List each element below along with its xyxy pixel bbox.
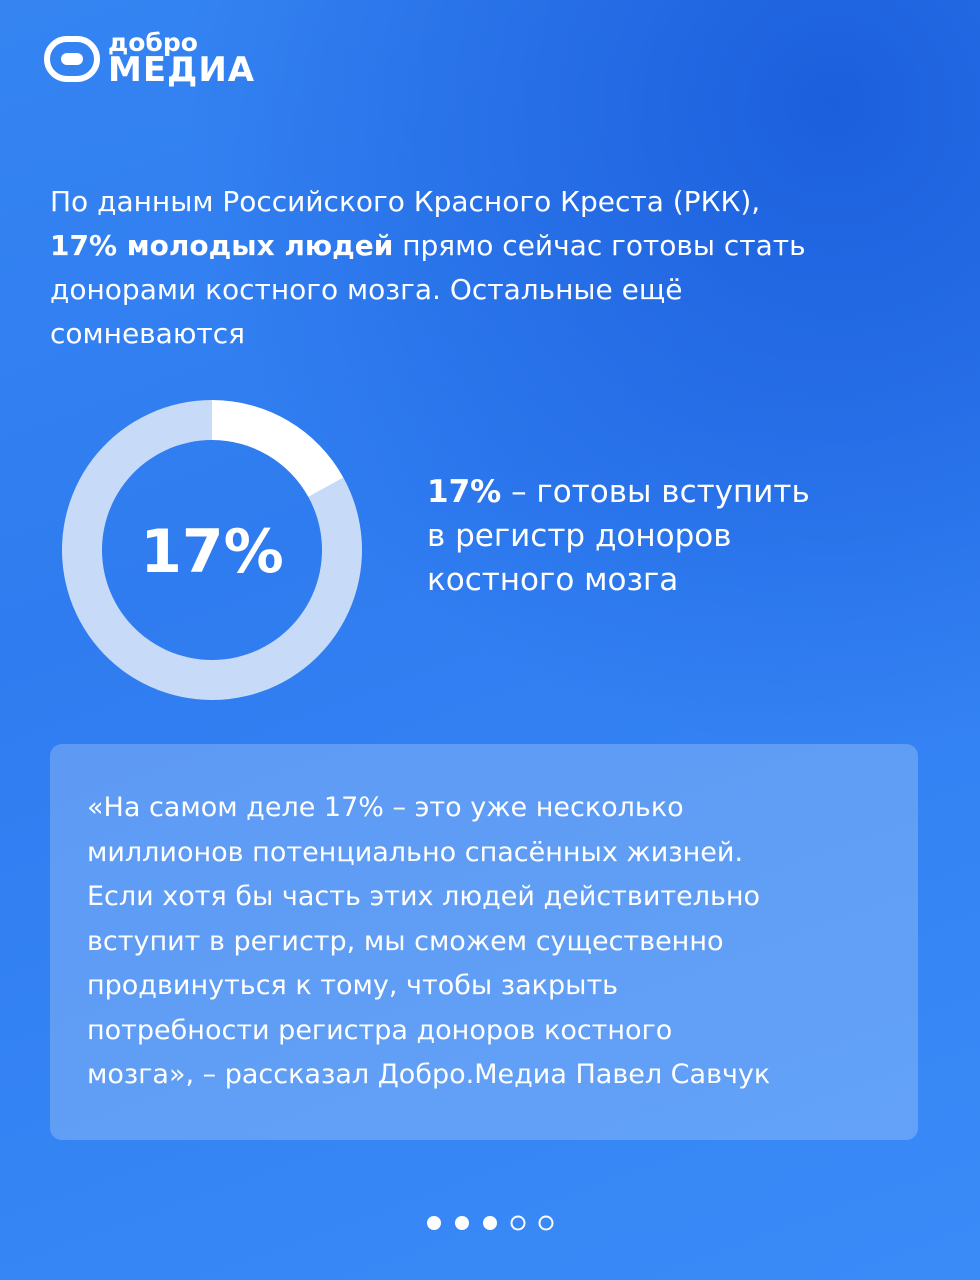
legend-line: в регистр доноров (427, 514, 810, 558)
dot[interactable] (455, 1216, 469, 1230)
intro-span: По данным Российского Красного Креста (Р… (50, 185, 761, 218)
intro-text: По данным Российского Красного Креста (Р… (50, 180, 806, 356)
quote-line: потребности регистра доноров костного (87, 1014, 673, 1046)
dot[interactable] (510, 1215, 526, 1231)
quote-text: «На самом деле 17% – это уже несколько ми… (87, 786, 770, 1098)
center-label: 17% (140, 517, 284, 587)
intro-line: По данным Российского Красного Креста (Р… (50, 180, 806, 224)
legend-text: в регистр доноров (427, 518, 732, 554)
space (501, 474, 511, 510)
quote-line: продвинуться к тому, чтобы закрыть (87, 970, 619, 1001)
intro-line: 17% молодых людей прямо сейчас готовы ст… (50, 224, 806, 268)
dot[interactable] (483, 1216, 497, 1230)
quote-line: мозга», – рассказал Добро.Медиа Павел Са… (87, 1059, 771, 1090)
legend-line: 17% – готовы вступить (427, 470, 810, 514)
intro-span: 17% молодых людей (50, 229, 394, 262)
legend: 17% – готовы вступить в регистр доноров ко… (427, 470, 810, 602)
donut-segment (212, 400, 344, 498)
pagination (427, 1215, 554, 1231)
intro-span: прямо сейчас готовы стать (393, 229, 806, 262)
logo-text: добро (108, 28, 198, 57)
intro-span: сомневаются (50, 317, 245, 350)
quote-line: Если хотя бы часть этих людей действител… (87, 881, 761, 912)
quote-box (50, 744, 918, 1140)
quote-line: «На самом деле 17% – это уже несколько (87, 792, 684, 823)
dot[interactable] (538, 1215, 554, 1231)
legend-text: – готовы вступить (511, 474, 810, 510)
quote-line: миллионов потенциально спасённых жизней. (87, 836, 744, 868)
intro-line: сомневаются (50, 312, 806, 356)
intro-span: донорами костного мозга. Остальные ещё (50, 273, 683, 306)
legend-value: 17% (427, 474, 502, 510)
legend-text: костного мозга (427, 562, 679, 598)
quote-line: вступит в регистр, мы сможем существенно (87, 925, 724, 957)
donut-chart: 17% (62, 400, 363, 700)
legend-line: костного мозга (427, 558, 810, 602)
logo-icon (44, 36, 100, 82)
logo-text: МЕДИА (108, 50, 256, 90)
dot[interactable] (427, 1216, 441, 1230)
intro-line: донорами костного мозга. Остальные ещё (50, 268, 806, 312)
